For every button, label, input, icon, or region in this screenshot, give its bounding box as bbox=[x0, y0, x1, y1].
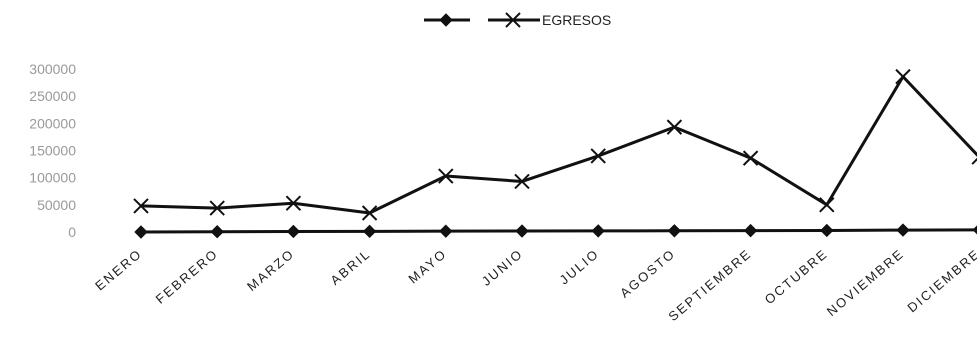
x-tick-label: MARZO bbox=[244, 246, 297, 294]
x-tick-label: FEBRERO bbox=[153, 246, 222, 307]
data-point-diamond bbox=[820, 223, 834, 238]
series-1 bbox=[134, 223, 977, 239]
data-point-x bbox=[361, 205, 378, 221]
data-point-diamond bbox=[515, 224, 529, 238]
data-point-diamond bbox=[972, 225, 977, 235]
x-tick-label: OCTUBRE bbox=[762, 246, 831, 307]
data-point-x bbox=[590, 148, 606, 164]
data-point-x bbox=[971, 149, 977, 165]
x-tick-label: MAYO bbox=[405, 246, 449, 287]
y-tick-label: 200000 bbox=[29, 115, 76, 131]
x-tick-label: NOVIEMBRE bbox=[824, 246, 907, 319]
data-point-diamond bbox=[286, 224, 301, 239]
data-point-diamond bbox=[591, 224, 605, 238]
x-tick-label: ABRIL bbox=[327, 246, 373, 288]
plot-area bbox=[133, 68, 977, 239]
data-point-diamond bbox=[667, 224, 682, 238]
data-point-x bbox=[666, 119, 683, 135]
data-point-diamond bbox=[896, 223, 910, 237]
x-tick-label: AGOSTO bbox=[617, 246, 678, 301]
data-point-x bbox=[438, 168, 454, 184]
y-tick-label: 250000 bbox=[29, 88, 76, 104]
series-line bbox=[140, 75, 977, 215]
legend-item-series-1 bbox=[424, 13, 470, 27]
x-tick-label: DICIEMBRE bbox=[904, 246, 977, 315]
data-point-diamond bbox=[439, 224, 453, 238]
series-2 bbox=[133, 68, 977, 221]
legend-marker-diamond bbox=[439, 13, 453, 27]
legend-label: EGRESOS bbox=[542, 12, 611, 28]
data-point-x bbox=[895, 68, 911, 85]
legend-item-series-2: EGRESOS bbox=[488, 12, 611, 28]
data-point-x bbox=[209, 200, 225, 216]
y-tick-label: 300000 bbox=[29, 61, 76, 77]
data-point-diamond bbox=[134, 225, 148, 239]
x-tick-label: JULIO bbox=[557, 246, 603, 288]
y-tick-label: 50000 bbox=[37, 197, 76, 213]
x-axis: ENERO FEBRERO MARZO ABRIL MAYO JUNIO JULIO AGOS… bbox=[92, 246, 977, 324]
x-tick-label: ENERO bbox=[92, 246, 145, 294]
y-axis: 300000 250000 200000 150000 100000 50000 0 bbox=[29, 61, 76, 240]
y-tick-label: 150000 bbox=[29, 143, 76, 159]
data-point-diamond bbox=[743, 223, 758, 238]
data-point-x bbox=[514, 173, 530, 190]
data-point-diamond bbox=[362, 224, 377, 239]
data-point-diamond bbox=[210, 225, 224, 239]
x-tick-label: SEPTIEMBRE bbox=[665, 246, 754, 324]
legend-marker-x bbox=[505, 12, 521, 28]
series-line bbox=[140, 228, 977, 234]
chart-legend: EGRESOS bbox=[424, 12, 611, 28]
x-tick-label: JUNIO bbox=[479, 246, 526, 289]
y-tick-label: 100000 bbox=[29, 170, 76, 186]
data-point-x bbox=[133, 198, 149, 214]
y-tick-label: 0 bbox=[68, 224, 76, 240]
data-point-x bbox=[819, 197, 835, 213]
data-point-x bbox=[742, 150, 759, 166]
data-point-x bbox=[285, 195, 302, 211]
